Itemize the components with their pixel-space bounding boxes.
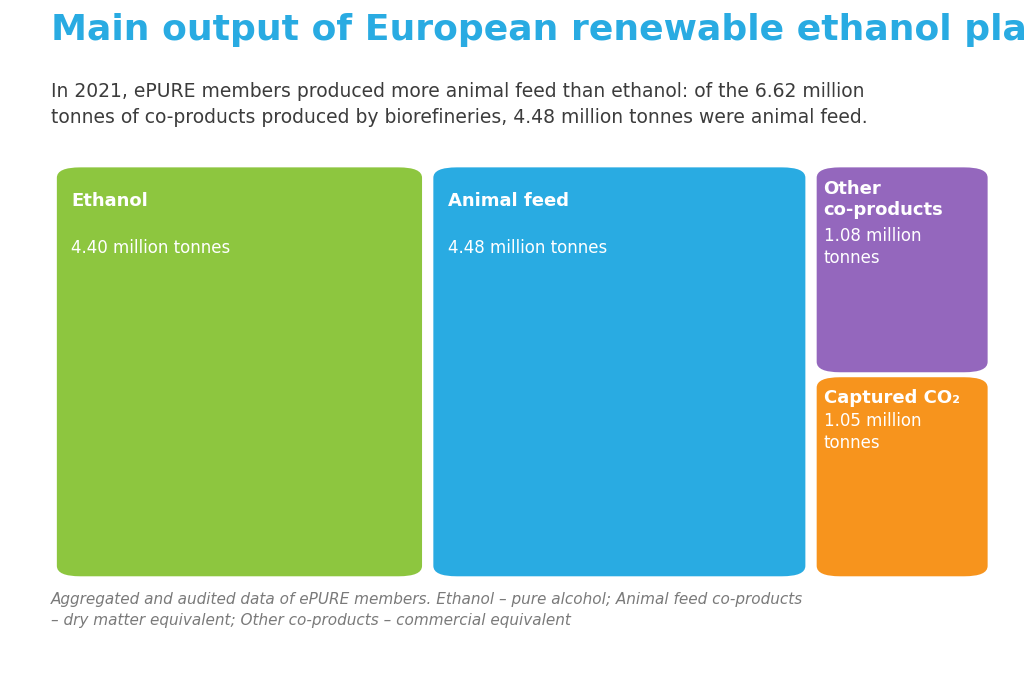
FancyBboxPatch shape (817, 378, 987, 576)
Text: In 2021, ePURE members produced more animal feed than ethanol: of the 6.62 milli: In 2021, ePURE members produced more ani… (51, 81, 867, 127)
Text: 1.08 million
tonnes: 1.08 million tonnes (823, 227, 921, 267)
Text: 4.40 million tonnes: 4.40 million tonnes (72, 239, 230, 257)
Text: Captured CO₂: Captured CO₂ (823, 389, 959, 407)
Text: Animal feed: Animal feed (449, 192, 569, 210)
Text: 4.48 million tonnes: 4.48 million tonnes (449, 239, 607, 257)
Text: 1.05 million
tonnes: 1.05 million tonnes (823, 412, 921, 452)
Text: Main output of European renewable ethanol plants: Main output of European renewable ethano… (51, 13, 1024, 48)
Text: Ethanol: Ethanol (72, 192, 148, 210)
Text: Aggregated and audited data of ePURE members. Ethanol – pure alcohol; Animal fee: Aggregated and audited data of ePURE mem… (51, 592, 804, 628)
FancyBboxPatch shape (433, 168, 805, 576)
Text: Other
co-products: Other co-products (823, 180, 943, 219)
FancyBboxPatch shape (817, 168, 987, 372)
FancyBboxPatch shape (57, 168, 422, 576)
